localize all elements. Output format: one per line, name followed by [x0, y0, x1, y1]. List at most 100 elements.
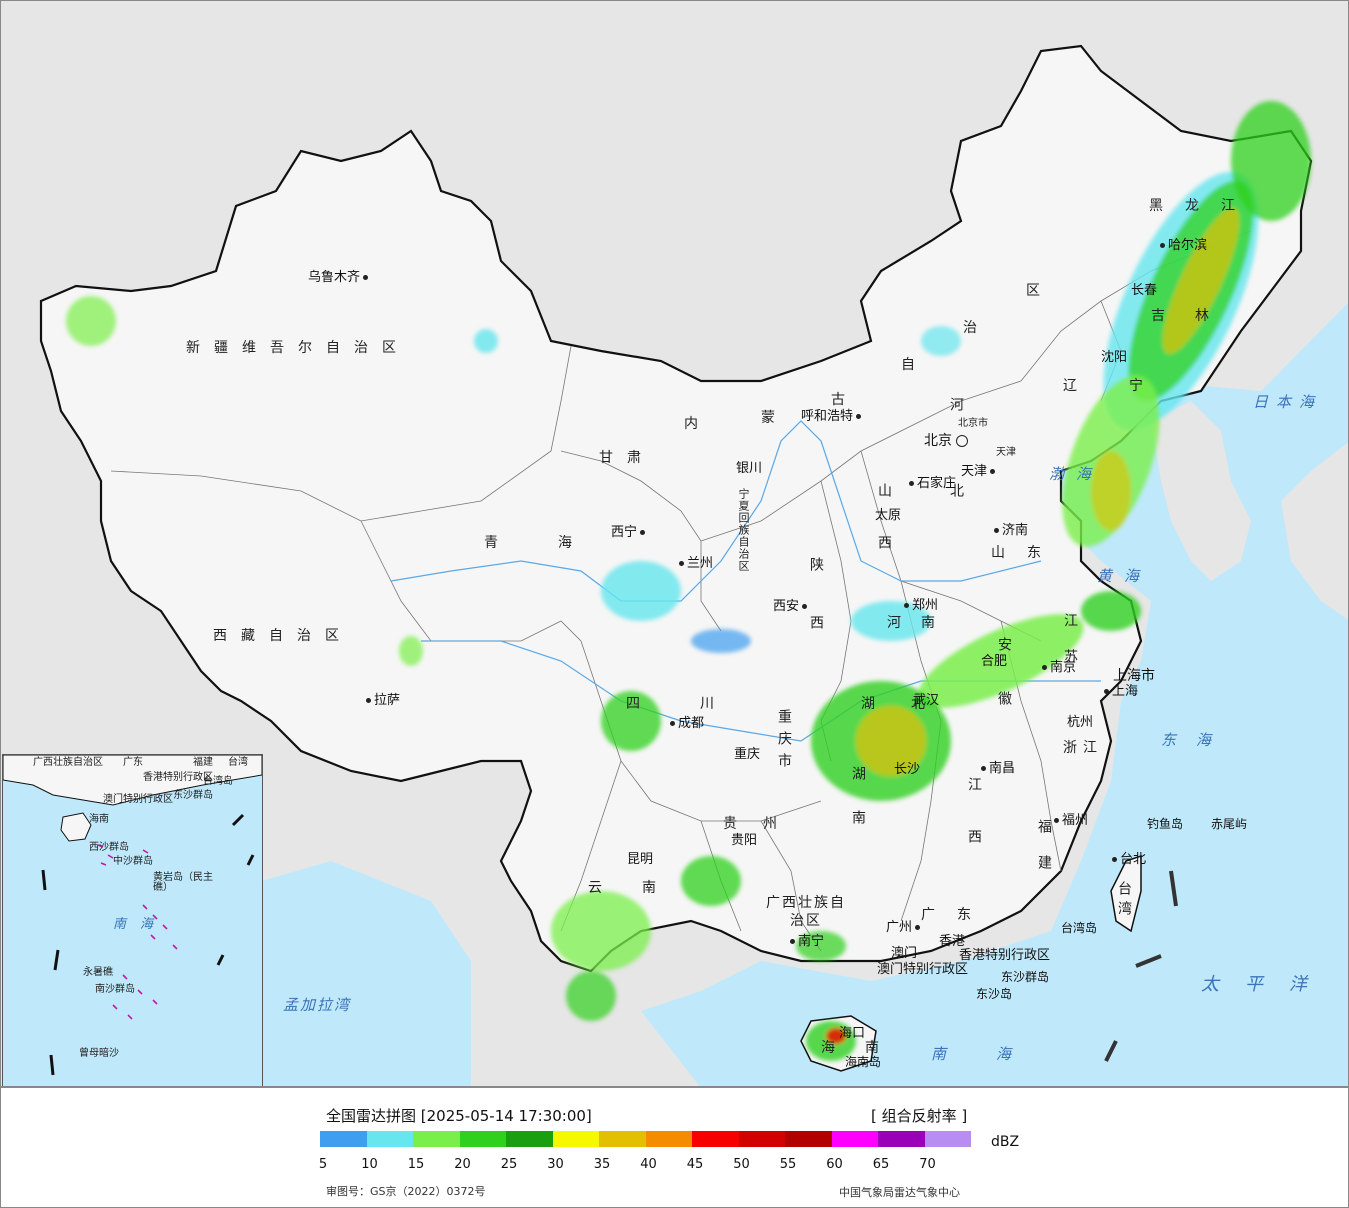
- legend-unit: dBZ: [991, 1134, 1020, 1150]
- city-hefei: 合肥: [981, 654, 1008, 669]
- legend-panel: 全国雷达拼图 [2025-05-14 17:30:00] [ 组合反射率 ] d…: [0, 1087, 1349, 1208]
- legend-tick-label: 60: [826, 1157, 843, 1172]
- province-taiwan: 台湾: [1116, 881, 1132, 921]
- legend-swatch: [599, 1131, 646, 1147]
- province-zhejiang: 浙江: [1063, 740, 1103, 756]
- taiwan-land: [1110, 854, 1142, 933]
- label-hk-sar: 香港特别行政区: [959, 948, 1051, 963]
- sea-east: 东海: [1161, 731, 1232, 749]
- island-diaoyu: 钓鱼岛: [1147, 817, 1184, 831]
- city-changsha: 长沙: [894, 762, 921, 777]
- island-taiwan: 台湾岛: [1061, 921, 1098, 935]
- sea-yellow: 黄海: [1097, 567, 1152, 585]
- city-chongqing: 重庆: [734, 747, 761, 762]
- legend-swatch: [366, 1131, 413, 1147]
- legend-tick-label: 65: [872, 1157, 890, 1172]
- city-taipei: 台北: [1109, 853, 1146, 866]
- city-lanzhou: 兰州: [676, 557, 713, 570]
- city-shanghai: 上海市: [1113, 668, 1155, 684]
- inset-hainan: [60, 812, 92, 842]
- province-tibet: 西藏自治区: [213, 628, 353, 644]
- legend-swatch: [320, 1131, 367, 1147]
- legend-swatch: [924, 1131, 971, 1147]
- city-chengdu: 成都: [667, 717, 704, 730]
- city-harbin: 哈尔滨: [1157, 239, 1207, 252]
- city-hongkong: 香港: [939, 934, 966, 949]
- province-innermongolia-4: 自: [901, 357, 929, 373]
- inset-zengmu: 曾母暗沙: [79, 1048, 119, 1059]
- inset-map: [3, 755, 262, 1076]
- city-xian: 西安: [773, 600, 810, 613]
- legend-tick-label: 55: [779, 1157, 797, 1172]
- inset-taiwan-island: 台湾岛: [203, 776, 233, 787]
- ocean-bengal: [261, 861, 471, 1086]
- province-jilin: 吉林: [1151, 308, 1239, 324]
- province-qinghai: 青海: [484, 535, 632, 551]
- map-area: 新疆维吾尔自治区 西藏自治区 青海 甘肃 内 蒙 古 自 治 区 黑龙江 吉林 …: [0, 0, 1349, 1087]
- legend-tick-label: 20: [454, 1157, 471, 1172]
- china-map: [39, 44, 1348, 1086]
- province-jiangsu: 江苏: [1062, 613, 1078, 685]
- label-macau-sar: 澳门特别行政区: [877, 962, 969, 977]
- province-shanxi: 山西: [876, 483, 892, 587]
- legend-tick-label: 25: [500, 1157, 518, 1172]
- sea-bengal: 孟加拉湾: [283, 996, 352, 1014]
- city-beijing-small: 北京市: [958, 418, 988, 429]
- sea-japan: 日本海: [1253, 393, 1323, 411]
- legend-tick-label: 5: [318, 1157, 328, 1172]
- legend-swatch: [785, 1131, 832, 1147]
- city-shijiazhuang: 石家庄: [906, 477, 956, 490]
- legend-tick-label: 40: [640, 1157, 657, 1172]
- city-shenyang: 沈阳: [1101, 350, 1128, 365]
- inset-dongsha: 东沙群岛: [173, 790, 213, 801]
- city-changchun: 长春: [1131, 283, 1158, 298]
- legend-swatch: [878, 1131, 925, 1147]
- inset-yongshu: 永暑礁: [83, 967, 113, 978]
- province-innermongolia-6: 区: [1026, 283, 1054, 299]
- city-nanchang: 南昌: [978, 762, 1015, 775]
- city-yinchuan: 银川: [736, 461, 763, 476]
- city-zhengzhou: 郑州: [901, 599, 938, 612]
- legend-tick-label: 10: [361, 1157, 378, 1172]
- agency-credit: 中国气象局雷达气象中心: [839, 1186, 960, 1199]
- inset-fujian: 福建: [193, 757, 213, 768]
- legend-swatch: [645, 1131, 692, 1147]
- inset-zhongsha: 中沙群岛: [113, 856, 153, 867]
- city-guangzhou: 广州: [886, 921, 923, 934]
- province-guizhou: 贵州: [723, 816, 803, 832]
- korea-land: [1151, 401, 1251, 581]
- legend-swatch: [413, 1131, 460, 1147]
- province-sichuan: 四川: [626, 696, 774, 712]
- legend-swatch: [738, 1131, 785, 1147]
- city-tianjin: 天津: [961, 465, 998, 478]
- inset-macau: 澳门特别行政区: [103, 794, 173, 805]
- legend-color-bar: [320, 1131, 971, 1147]
- island-dongsha: 东沙岛: [976, 987, 1013, 1001]
- province-guangdong: 广东: [921, 907, 993, 923]
- legend-swatch: [692, 1131, 739, 1147]
- inset-dashes: [41, 813, 255, 1076]
- province-henan: 河南: [887, 615, 955, 631]
- legend-tick-label: 45: [686, 1157, 704, 1172]
- inset-xisha: 西沙群岛: [89, 842, 129, 853]
- city-tianjin-small: 天津: [996, 447, 1016, 458]
- legend-tick-label: 35: [593, 1157, 611, 1172]
- inset-hainan: 海南: [89, 814, 109, 825]
- province-fujian: 福建: [1036, 819, 1052, 891]
- province-innermongolia-1: 内: [684, 416, 712, 432]
- province-innermongolia-5: 治: [963, 320, 991, 336]
- province-xinjiang: 新疆维吾尔自治区: [186, 340, 410, 356]
- boundary-dashes: [1104, 870, 1178, 1062]
- province-chongqing: 重庆市: [776, 709, 792, 775]
- inset-islands: [97, 844, 178, 1020]
- inset-south-sea: 南海: [113, 917, 168, 932]
- city-hohhot: 呼和浩特: [801, 410, 864, 423]
- sea-bohai: 渤海: [1049, 465, 1104, 483]
- city-beijing: 北京: [924, 434, 968, 448]
- city-taiyuan: 太原: [875, 508, 902, 523]
- city-shanghai-small: 上海: [1101, 685, 1138, 698]
- island-hainan: 海南岛: [845, 1055, 882, 1069]
- legend-tick-label: 70: [919, 1157, 936, 1172]
- legend-product: [ 组合反射率 ]: [871, 1107, 968, 1125]
- legend-swatch: [831, 1131, 878, 1147]
